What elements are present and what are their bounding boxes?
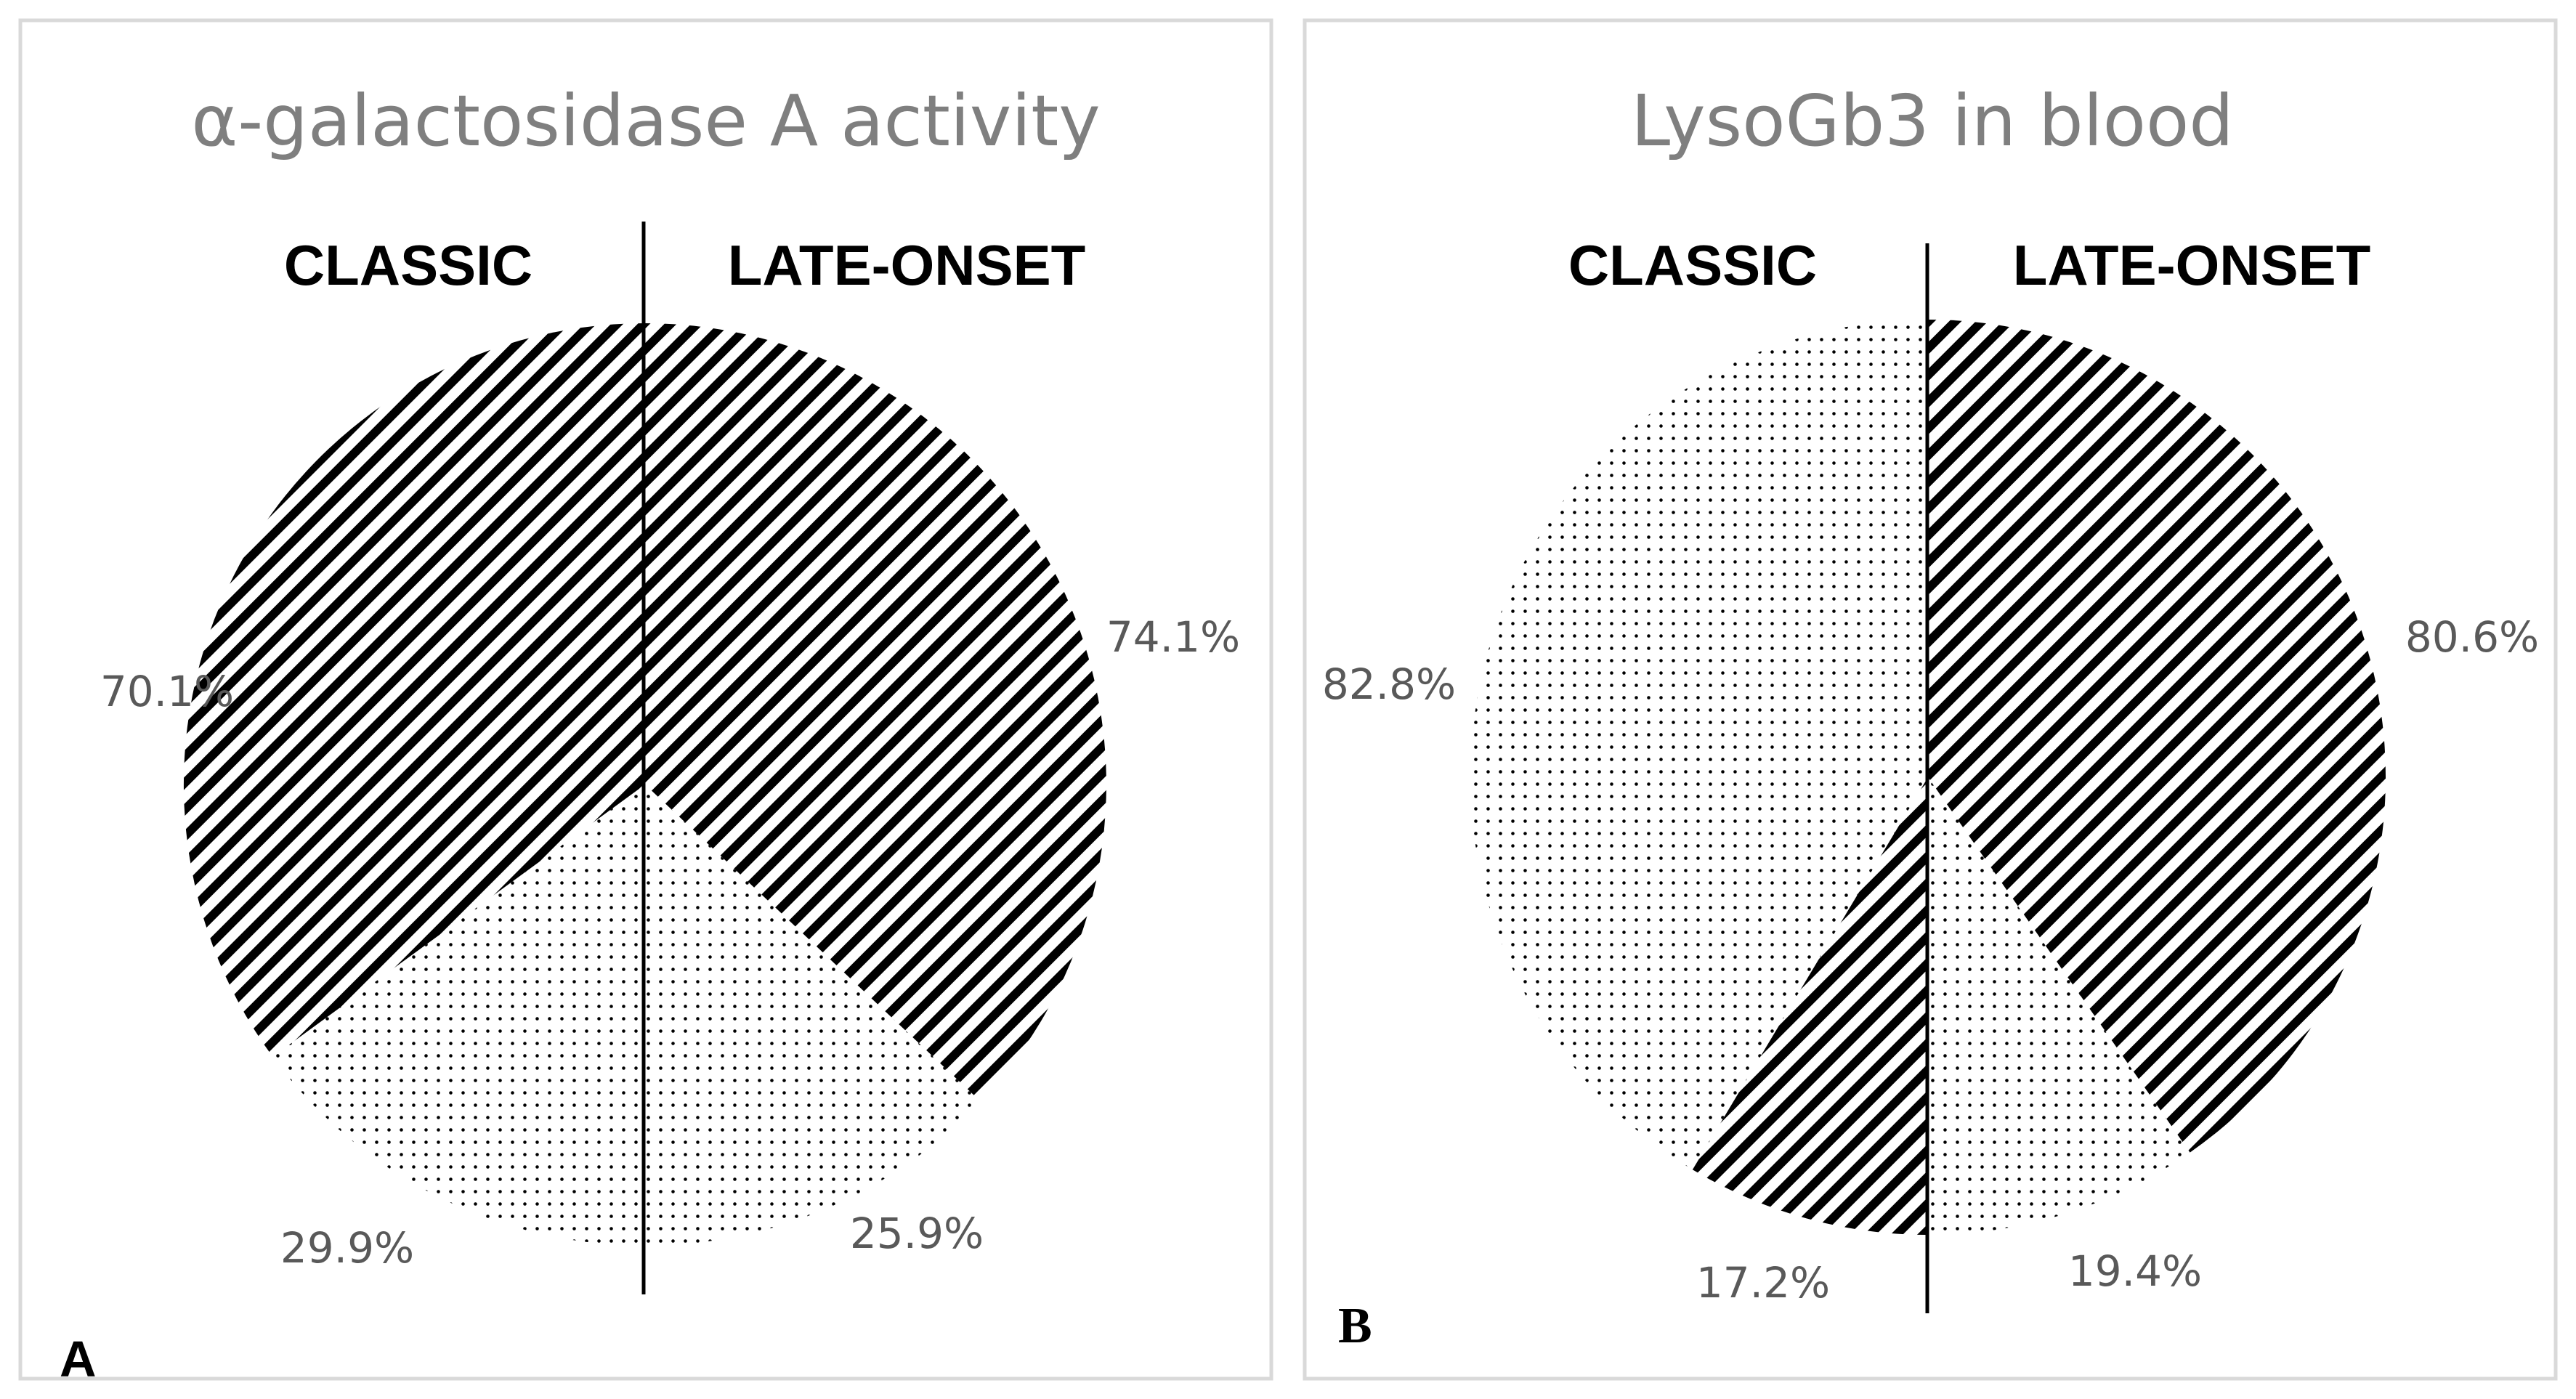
pie-slice: [1692, 777, 1928, 1235]
pie-slice: [272, 784, 645, 1246]
group-label-classic: CLASSIC: [284, 233, 532, 297]
pie-a: [183, 323, 1106, 1246]
pie-slice: [183, 323, 645, 1057]
pie-slice: [645, 784, 981, 1246]
pie-slice: [645, 323, 1106, 1102]
pie-slice: [1928, 319, 2386, 1153]
group-label-classic: CLASSIC: [1568, 233, 1817, 297]
slice-label: 80.6%: [2405, 612, 2539, 662]
pie-b: [1470, 319, 2386, 1235]
group-label-late-onset: LATE-ONSET: [2013, 233, 2371, 297]
pie-slice: [1928, 777, 2190, 1235]
slice-label: 70.1%: [100, 667, 234, 716]
slice-label: 25.9%: [850, 1209, 984, 1258]
slice-label: 17.2%: [1696, 1258, 1830, 1307]
panel-letter: A: [60, 1331, 97, 1387]
panel-b: LysoGb3 in blood CLASSIC LATE-ONSET 82.8…: [1303, 18, 2558, 1381]
chart-title: α-galactosidase A activity: [191, 80, 1100, 162]
slice-label: 74.1%: [1106, 612, 1240, 662]
chart-title: LysoGb3 in blood: [1631, 80, 2234, 162]
slice-label: 82.8%: [1322, 660, 1456, 709]
group-label-late-onset: LATE-ONSET: [728, 233, 1086, 297]
panel-letter: B: [1338, 1298, 1372, 1354]
pie-slice: [1470, 320, 1928, 1170]
slice-label: 19.4%: [2068, 1246, 2202, 1296]
slice-label: 29.9%: [280, 1223, 414, 1273]
panel-a: α-galactosidase A activity CLASSIC LATE-…: [18, 18, 1273, 1387]
